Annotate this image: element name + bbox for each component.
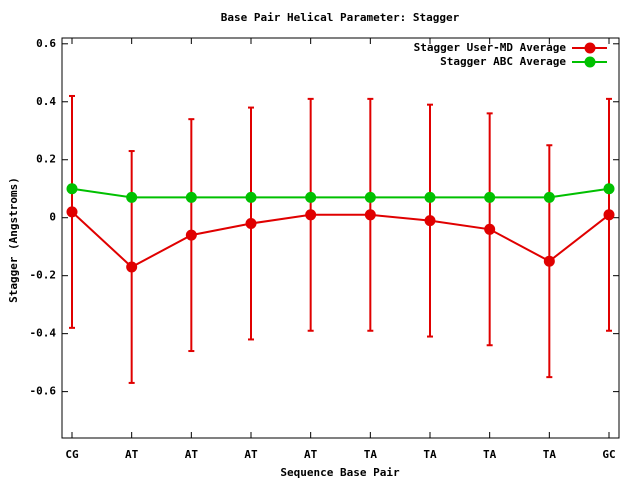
- x-tick-label: TA: [423, 448, 437, 461]
- y-tick-label: -0.4: [30, 327, 57, 340]
- legend-label: Stagger ABC Average: [440, 55, 566, 68]
- data-point: [245, 191, 257, 203]
- y-tick-label: 0.2: [36, 153, 56, 166]
- data-point: [364, 209, 376, 221]
- data-point: [305, 209, 317, 221]
- y-tick-label: -0.2: [30, 269, 57, 282]
- plot-frame: [61, 37, 620, 439]
- x-axis-label: Sequence Base Pair: [280, 466, 400, 479]
- data-point: [484, 191, 496, 203]
- data-point: [245, 218, 257, 230]
- legend-marker: [584, 56, 596, 68]
- data-point: [484, 223, 496, 235]
- x-tick-label: TA: [364, 448, 378, 461]
- y-tick-label: 0: [49, 211, 56, 224]
- x-tick-label: AT: [185, 448, 199, 461]
- x-tick-label: AT: [125, 448, 139, 461]
- data-point: [603, 183, 615, 195]
- data-point: [543, 191, 555, 203]
- legend-label: Stagger User-MD Average: [414, 41, 567, 54]
- data-point: [66, 183, 78, 195]
- data-point: [126, 191, 138, 203]
- data-point: [424, 191, 436, 203]
- data-point: [185, 229, 197, 241]
- data-point: [364, 191, 376, 203]
- y-tick-label: 0.4: [36, 95, 56, 108]
- x-tick-label: CG: [65, 448, 79, 461]
- x-tick-label: GC: [602, 448, 615, 461]
- x-tick-label: AT: [304, 448, 318, 461]
- y-axis-label: Stagger (Angstroms): [7, 177, 20, 303]
- y-tick-label: 0.6: [36, 37, 56, 50]
- chart-title: Base Pair Helical Parameter: Stagger: [221, 11, 460, 24]
- series-line: [71, 211, 610, 269]
- x-tick-label: TA: [483, 448, 497, 461]
- data-point: [126, 261, 138, 273]
- data-point: [603, 209, 615, 221]
- x-tick-label: AT: [244, 448, 258, 461]
- series-line: [71, 187, 610, 199]
- data-point: [305, 191, 317, 203]
- x-tick-label: TA: [543, 448, 557, 461]
- data-point: [185, 191, 197, 203]
- legend-marker: [584, 42, 596, 54]
- data-point: [543, 255, 555, 267]
- y-tick-label: -0.6: [30, 385, 57, 398]
- data-point: [424, 215, 436, 227]
- data-point: [66, 206, 78, 218]
